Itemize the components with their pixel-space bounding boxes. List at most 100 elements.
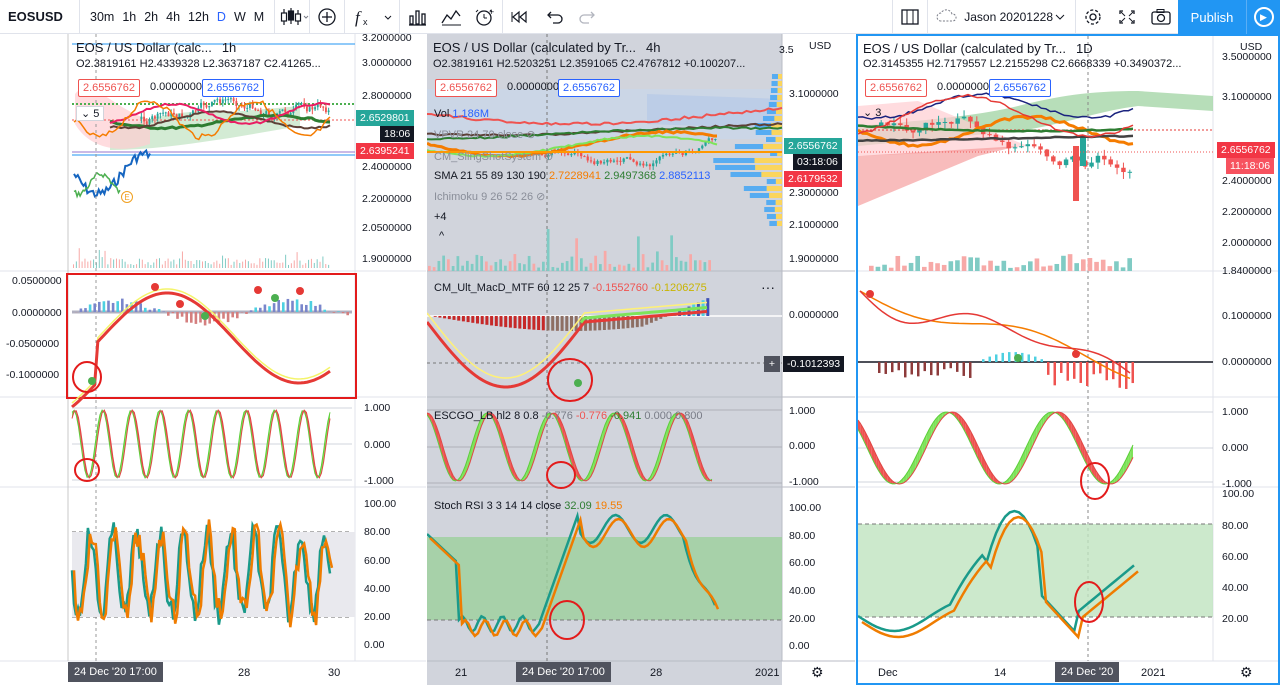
sell-price-button[interactable]: 2.6556762 [78,79,140,97]
chart-1d-canvas[interactable] [858,36,1278,683]
volume-bar [236,259,238,268]
chart-pane-4h[interactable]: EOS / US Dollar (calculated by Tr... 4h U… [427,34,855,685]
price-axis-bg [355,34,426,685]
chart-pane-1d[interactable]: EOS / US Dollar (calculated by Tr... 1D U… [856,34,1280,685]
volume-bar [1001,260,1007,271]
candle [961,116,967,119]
volume-bar [461,265,464,271]
volume-bar [87,261,89,268]
sma-line [73,100,331,141]
macd-histogram-bar [1073,362,1076,379]
chart-legend-title[interactable]: EOS / US Dollar (calc... 1h [76,40,237,55]
indicator-vol[interactable]: Vol 1.186M [434,108,490,120]
compare-add-icon[interactable] [310,0,344,34]
fullscreen-icon[interactable] [1110,0,1144,34]
chart-pane-1h[interactable]: EOS / US Dollar (calc... 1h O2.3819161 H2… [0,34,426,685]
sell-price-button[interactable]: 2.6556762 [435,79,497,97]
indicator-escgo[interactable]: ESCGO_LB hl2 8 0.8 -0.776 -0.776 -0.941 … [434,410,703,422]
escgo-ribbon [593,454,596,472]
more-options-icon[interactable]: ··· [761,279,775,295]
interval-d[interactable]: D [216,9,226,24]
replay-icon[interactable] [503,0,537,34]
snapshot-camera-icon[interactable] [1144,0,1178,34]
volume-bar [288,264,289,268]
escgo-ribbon [903,474,907,483]
indicator-sma[interactable]: SMA 21 55 89 130 190 2.7228941 2.9497368… [434,170,711,182]
chart-settings-gear-icon[interactable]: ⚙ [1240,664,1253,680]
macd-histogram-bar [560,316,564,331]
macd-histogram-bar [93,303,96,312]
volume-bar [1107,266,1113,271]
macd-signal-line [859,290,1131,380]
candles-icon[interactable] [275,0,309,34]
buy-price-button[interactable]: 2.6556762 [989,79,1051,97]
symbol-search[interactable]: EOSUSD [0,0,80,34]
volume-bar [302,264,304,268]
candle [281,109,284,112]
collapse-legend-icon[interactable]: ^ [439,230,445,242]
escgo-ribbon [1006,477,1010,484]
alert-icon[interactable]: + [468,0,502,34]
volume-bar [594,255,597,271]
chart-settings-gear-icon[interactable]: ⚙ [811,664,824,680]
undo-icon[interactable] [537,0,571,34]
indicator-stoch-rsi[interactable]: Stoch RSI 3 3 14 14 close 32.09 19.55 [434,500,623,512]
eye-crossed-icon[interactable]: ⊘ [544,151,554,163]
interval-30m[interactable]: 30m [90,9,115,24]
layout-grid-icon[interactable] [892,0,927,34]
crosshair-time-badge: 24 Dec '20 [1055,662,1120,682]
escgo-ribbon [631,440,634,461]
redo-icon[interactable] [571,0,605,34]
chart-legend-title[interactable]: EOS / US Dollar (calculated by Tr... 4h [433,40,661,55]
indicator-macd[interactable]: CM_Ult_MacD_MTF 60 12 25 7 -0.1552760 -0… [434,282,707,294]
interval-1h[interactable]: 1h [122,9,137,24]
macd-histogram-bar [1118,362,1121,388]
indicator-ichimoku[interactable]: Ichimoku 9 26 52 26 ⊘ [434,191,546,203]
interval-2h[interactable]: 2h [144,9,159,24]
macd-histogram-bar [121,298,124,312]
macd-histogram-bar [111,302,115,312]
interval-12h[interactable]: 12h [188,9,209,24]
volume-bar [299,260,301,268]
interval-m[interactable]: M [253,9,265,24]
indicator-slingshot[interactable]: CM_SlingShotSystem ⊘ [434,151,554,163]
candle [622,158,625,162]
interval-picker: 30m 1h 2h 4h 12h D W M [80,0,276,34]
sell-price-button[interactable]: 2.6556762 [865,79,927,97]
vpvr-bar [762,116,775,121]
stoch-tick: 20.00 [789,613,816,625]
macd-histogram-bar [318,304,322,312]
publish-button[interactable]: Publish [1178,0,1246,34]
buy-price-button[interactable]: 2.6556762 [202,79,264,97]
indicator-vpvr[interactable]: VPVR 24 70 close ⊘ [434,129,536,141]
earnings-marker[interactable]: E [121,191,133,203]
templates-icon[interactable] [434,0,468,34]
chart-legend-title[interactable]: EOS / US Dollar (calculated by Tr... 1D [863,41,1093,56]
layout-name-selector[interactable]: Jason 20201228 [927,0,1075,34]
publish-menu-button[interactable]: ▶ [1246,0,1280,34]
vpvr-bar [774,116,782,121]
chart-1h-canvas[interactable] [0,34,426,685]
indicators-collapse-button[interactable]: ⌄ 3 [863,107,882,119]
interval-4h[interactable]: 4h [166,9,181,24]
indicators-collapse-button[interactable]: ⌄ 5 [76,106,105,121]
more-indicators-count[interactable]: +4 [434,211,447,223]
volume-bar [213,262,215,268]
macd-histogram-bar [341,312,345,314]
eye-crossed-icon[interactable]: ⊘ [536,191,546,203]
add-plus-icon[interactable]: + [764,356,780,372]
price-tick: 2.3000000 [789,187,839,199]
settings-gear-icon[interactable] [1075,0,1110,34]
financials-icon[interactable] [400,0,434,34]
vpvr-bar [734,144,764,149]
volume-bar [322,256,324,268]
buy-price-button[interactable]: 2.6556762 [558,79,620,97]
eye-crossed-icon[interactable]: ⊘ [526,129,536,141]
cross-dot [271,294,279,302]
interval-w[interactable]: W [233,9,246,24]
escgo-ribbon [590,461,594,477]
macd-histogram-bar [969,362,972,378]
volume-bar [703,262,707,271]
volume-bar [325,264,327,268]
